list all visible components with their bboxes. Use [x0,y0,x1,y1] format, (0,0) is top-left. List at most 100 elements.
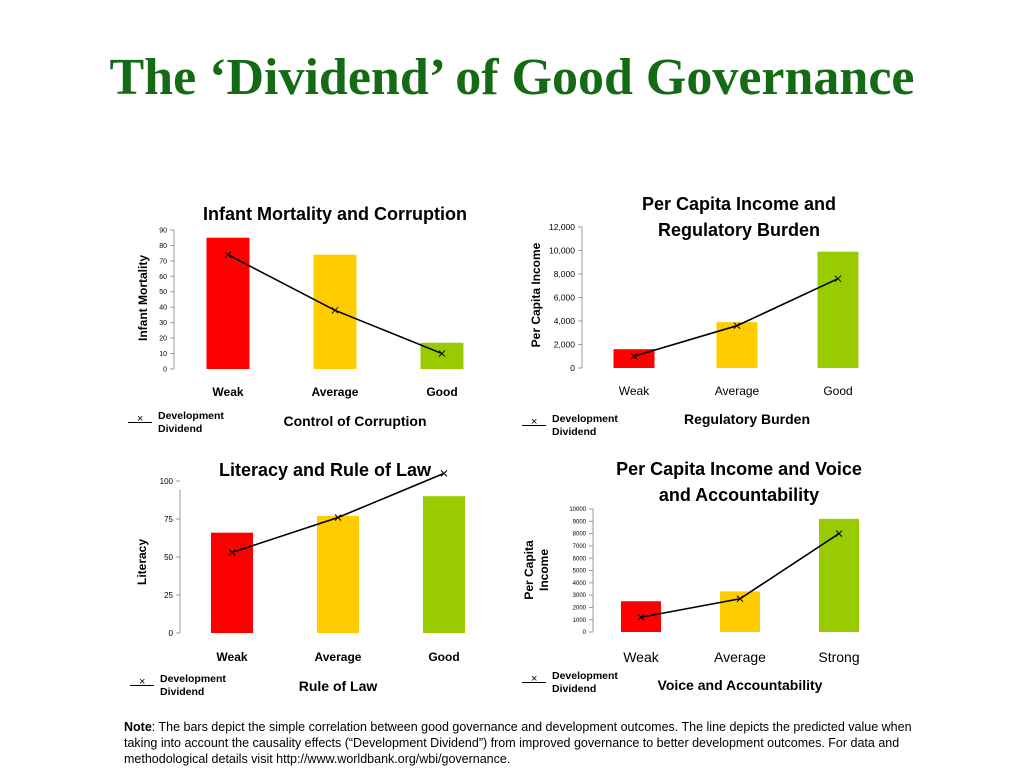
y-tick-label: 4,000 [554,316,576,326]
y-tick-label: 0 [163,366,167,373]
category-label: Strong [818,649,859,665]
note-label: Note [124,720,152,734]
bar-average [317,515,359,633]
category-label: Average [312,385,359,399]
category-label: Good [428,650,459,664]
category-label: Good [823,384,852,398]
chart-plot: 0 25 50 75 100 Weak Average Good Literacy [135,470,465,664]
y-tick-label: 8,000 [554,269,576,279]
y-tick-label: 12,000 [549,222,575,232]
chart-legend: × Development Dividend [128,410,248,440]
y-tick-label: 0 [583,630,587,636]
dividend-point [438,350,446,357]
chart-income-voice: Per Capita Income and Voice and Accounta… [522,459,862,700]
category-label: Average [715,384,760,398]
y-tick-label: 0 [570,363,575,373]
chart-legend: × Development Dividend [522,413,642,443]
y-tick-label: 1000 [573,618,587,624]
chart-title: Literacy and Rule of Law [218,460,432,480]
chart-infant-mortality: Infant Mortality and Corruption 0 10 20 30 4… [0,0,512,445]
bar-strong [819,518,859,632]
legend-label: Development Dividend [552,413,618,438]
y-tick-label: 10,000 [549,245,575,255]
chart-legend: × Development Dividend [130,673,250,703]
dividend-point [630,352,638,360]
dividend-point [334,514,342,521]
y-tick-label: 80 [159,243,167,250]
x-axis-title: Regulatory Burden [683,411,810,427]
chart-plot: 0 10 20 30 40 50 60 70 80 90 Weak Average Good Infant… [136,227,464,399]
chart-income-regulatory: Per Capita Income and Regulatory Burden … [522,194,859,443]
y-tick-label: 6,000 [554,292,576,302]
y-tick-label: 6000 [573,556,587,562]
dividend-point [733,322,741,330]
legend-label: Development Dividend [158,410,224,435]
y-tick-label: 50 [159,289,167,296]
dividend-point [224,251,232,259]
y-tick-label: 30 [159,320,167,327]
legend-line [130,685,154,686]
y-tick-label: 75 [164,515,173,524]
legend-line [522,425,546,426]
y-axis-title: Per Capita Income [529,242,543,347]
y-tick-label: 9000 [573,519,587,525]
category-label: Weak [623,649,660,665]
category-label: Weak [212,385,243,399]
y-axis-title-line: Infant Mortality [136,255,150,341]
legend-line [522,682,546,683]
y-tick-label: 60 [159,274,167,281]
bar-weak [211,532,253,633]
y-tick-label: 70 [159,258,167,265]
legend-marker-icon: × [137,413,144,425]
bar-weak [206,237,250,369]
y-axis-title: Infant Mortality [136,255,150,341]
category-label: Weak [216,650,247,664]
y-tick-label: 20 [159,336,167,343]
category-label: Good [426,385,457,399]
y-axis-title-line: Literacy [135,539,149,585]
dividend-point [440,470,448,477]
x-axis-title: Control of Corruption [283,413,427,429]
dividend-point [637,613,645,621]
y-tick-label: 0 [169,629,174,638]
dividend-point [736,595,744,603]
y-axis-title-line: Per Capita [522,540,536,600]
y-axis-title-line: Per Capita Income [529,242,543,347]
dividend-point [331,306,339,314]
page-title: The ‘Dividend’ of Good Governance [109,49,915,106]
y-axis-title: Literacy [135,539,149,585]
chart-literacy-rule-of-law: Literacy and Rule of Law 0 25 50 75 100 Weak A… [0,0,512,710]
y-tick-label: 50 [164,553,173,562]
legend-marker-icon: × [531,416,538,428]
legend-label: Development Dividend [160,673,226,698]
legend-marker-icon: × [531,673,538,685]
y-axis-title: Per CapitaIncome [522,540,551,600]
y-tick-label: 8000 [573,532,587,538]
note-text: : The bars depict the simple correlation… [124,720,912,766]
bar-good [817,251,859,368]
y-tick-label: 25 [164,591,173,600]
bar-average [313,254,357,369]
footnote: Note: The bars depict the simple correla… [124,719,924,767]
y-tick-label: 2,000 [554,339,576,349]
legend-line [128,422,152,423]
y-tick-label: 10000 [569,507,586,513]
category-label: Average [315,650,362,664]
chart-title: Per Capita Income and Regulatory Burden [641,194,837,240]
y-axis-title-line: Income [537,549,551,591]
chart-title: Infant Mortality and Corruption [203,204,467,224]
category-label: Weak [619,384,650,398]
y-tick-label: 3000 [573,593,587,599]
y-tick-label: 4000 [573,581,587,587]
dividend-point [835,530,843,537]
y-tick-label: 10 [159,351,167,358]
dividend-point [228,549,236,556]
x-axis-title: Rule of Law [298,678,378,694]
dividend-point [834,275,842,283]
y-tick-label: 40 [159,305,167,312]
y-tick-label: 90 [159,227,167,234]
y-tick-label: 100 [160,477,174,486]
bar-average [720,591,760,632]
bar-good [423,496,465,633]
chart-legend: × Development Dividend [522,670,642,700]
